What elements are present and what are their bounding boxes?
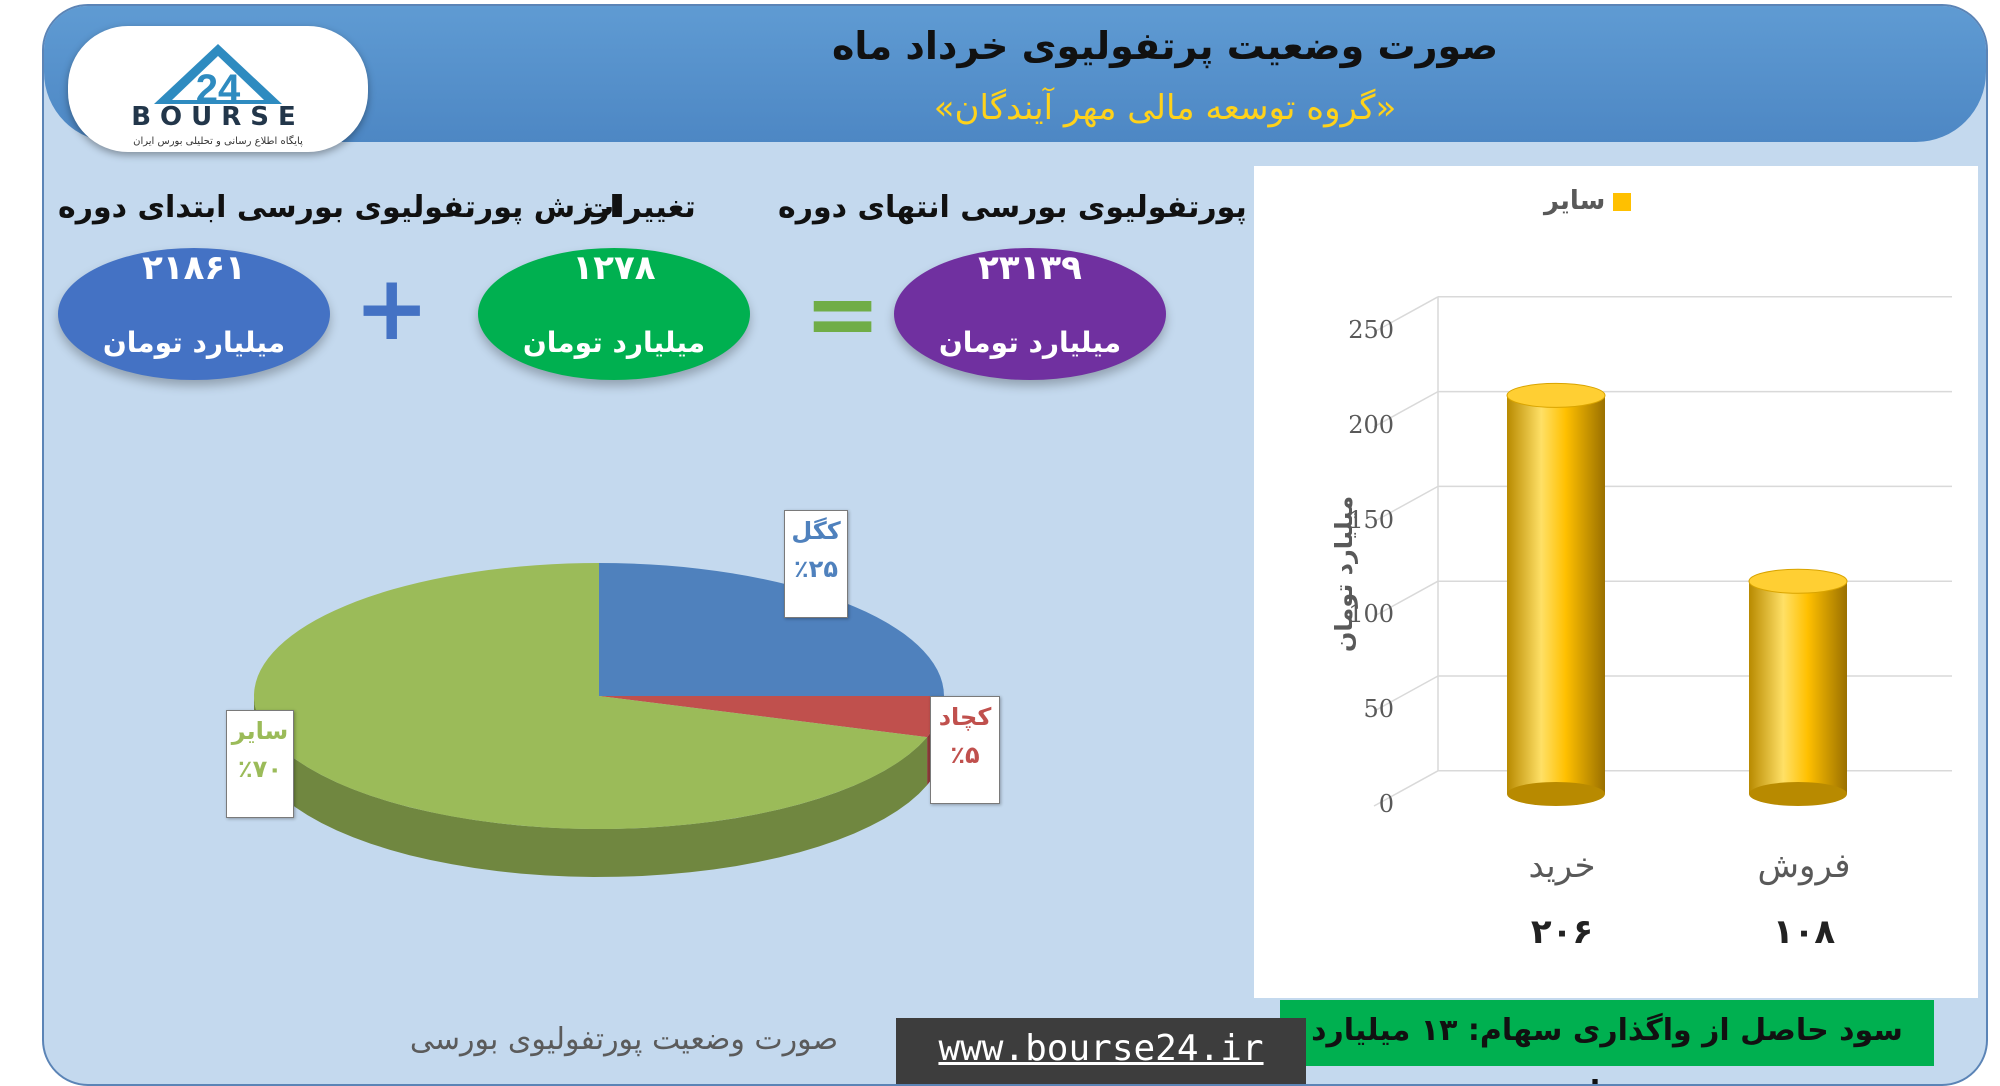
change-value: ۱۲۷۸ xyxy=(572,248,656,288)
header-banner: صورت وضعیت پرتفولیوی خرداد ماه «گروه توس… xyxy=(44,6,1986,142)
pie-label-kechad-percent: ٪۵ xyxy=(950,741,980,769)
page-title: صورت وضعیت پرتفولیوی خرداد ماه xyxy=(831,24,1499,68)
website-link[interactable]: www.bourse24.ir xyxy=(896,1018,1306,1084)
bar-legend: سایر xyxy=(1544,186,1632,216)
pie-slice-0 xyxy=(599,563,944,696)
end-value-oval: ۲۳۱۳۹ میلیارد تومان xyxy=(894,248,1166,380)
logo-word: BOURSE xyxy=(131,102,305,132)
grid-line-side xyxy=(1373,675,1439,712)
change-label: تغییرات xyxy=(584,190,696,225)
y-tick-label: 250 xyxy=(1348,316,1394,344)
y-tick-label: 200 xyxy=(1348,410,1394,439)
profit-banner: سود حاصل از واگذاری سهام: ۱۳ میلیارد توم… xyxy=(1280,1000,1934,1084)
pie-slice-1 xyxy=(599,696,944,738)
end-value-label: ارزش پورتفولیوی بورسی انتهای دوره xyxy=(778,190,1344,225)
pie-label-other-name: سایر xyxy=(231,717,289,745)
pie-label-kegol: کگل ٪۲۵ xyxy=(784,510,848,618)
page-subtitle: «گروه توسعه مالی مهر آیندگان» xyxy=(933,88,1397,128)
category-sell: فروش xyxy=(1757,846,1851,886)
pie-label-other-percent: ٪۷۰ xyxy=(238,755,282,783)
bar-1 xyxy=(1748,568,1848,806)
pie-label-kechad: کچاد ٪۵ xyxy=(930,696,1000,804)
value-label-sell: ۱۰۸ xyxy=(1772,912,1836,952)
legend-swatch xyxy=(1613,192,1632,211)
logo-number: 24 xyxy=(196,67,241,111)
trades-bar-chart: سایر 0 50 100 150 200 250 میلیارد تومان خرید … xyxy=(1254,166,1978,998)
portfolio-pie-chart xyxy=(253,563,944,877)
change-unit: میلیارد تومان xyxy=(522,326,706,359)
legend-label: سایر xyxy=(1544,186,1606,216)
grid-line-side xyxy=(1373,390,1439,428)
pie-label-kegol-percent: ٪۲۵ xyxy=(794,555,838,583)
bar-plot-area xyxy=(1373,296,1952,807)
pie-caption: صورت وضعیت پورتفولیوی بورسی xyxy=(409,1022,839,1057)
grid-line-side xyxy=(1373,485,1439,523)
start-value-unit: میلیارد تومان xyxy=(102,326,286,359)
category-buy: خرید xyxy=(1528,846,1596,886)
start-value-oval: ۲۱۸۶۱ میلیارد تومان xyxy=(58,248,330,380)
grid-line-side xyxy=(1373,296,1439,333)
y-tick-label: 50 xyxy=(1363,695,1394,724)
pie-slice-2 xyxy=(253,563,928,830)
grid-line-side xyxy=(1373,770,1439,807)
pie-label-kechad-name: کچاد xyxy=(938,703,992,731)
logo-mark-icon: 24 xyxy=(154,44,282,111)
start-value-label: ارزش پورتفولیوی بورسی ابتدای دوره xyxy=(58,190,620,225)
end-value: ۲۳۱۳۹ xyxy=(978,248,1082,288)
end-value-unit: میلیارد تومان xyxy=(938,326,1122,359)
bar-0 xyxy=(1506,382,1606,806)
value-label-buy: ۲۰۶ xyxy=(1530,912,1594,952)
change-oval: ۱۲۷۸ میلیارد تومان xyxy=(478,248,750,380)
y-tick-label: 150 xyxy=(1348,505,1394,534)
logo-tagline: پایگاه اطلاع رسانی و تحلیلی بورس ایران xyxy=(133,136,303,147)
y-tick-label: 0 xyxy=(1378,790,1394,818)
pie-label-kegol-name: کگل xyxy=(791,517,841,545)
equals-icon: = xyxy=(804,260,882,367)
y-tick-label: 100 xyxy=(1348,600,1394,629)
plus-icon: + xyxy=(354,256,430,361)
start-value: ۲۱۸۶۱ xyxy=(142,248,246,288)
infographic-frame: صورت وضعیت پرتفولیوی خرداد ماه «گروه توس… xyxy=(42,4,1988,1086)
y-axis-label: میلیارد تومان xyxy=(1330,495,1358,653)
bourse24-logo[interactable]: 24 BOURSE پایگاه اطلاع رسانی و تحلیلی بو… xyxy=(68,26,368,152)
grid-line-side xyxy=(1373,580,1439,618)
pie-side-سایر xyxy=(254,696,928,877)
pie-label-other: سایر ٪۷۰ xyxy=(226,710,294,818)
